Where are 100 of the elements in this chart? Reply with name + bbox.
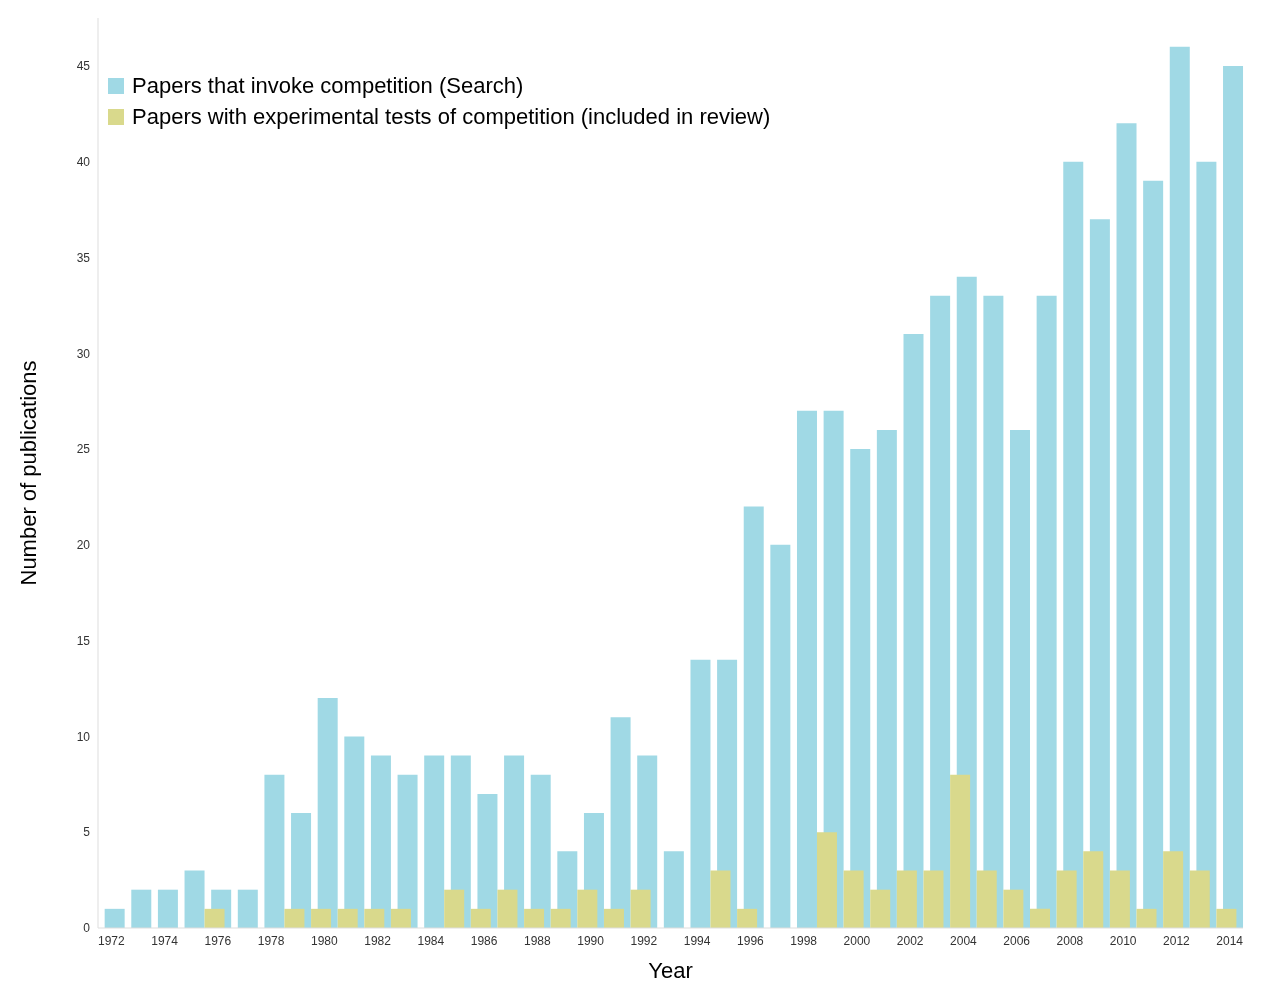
y-tick-label: 20 bbox=[76, 538, 91, 553]
bar bbox=[663, 851, 684, 928]
bar bbox=[577, 889, 598, 928]
bar bbox=[743, 506, 764, 928]
bar bbox=[896, 870, 917, 928]
bar bbox=[1083, 851, 1104, 928]
x-tick-label: 2012 bbox=[1163, 933, 1191, 948]
bar bbox=[444, 889, 465, 928]
y-axis-title: Number of publications bbox=[15, 360, 41, 586]
bar bbox=[1169, 46, 1190, 928]
y-tick-label: 0 bbox=[83, 921, 91, 936]
bar bbox=[337, 908, 358, 928]
bar bbox=[237, 889, 258, 928]
bar bbox=[364, 908, 385, 928]
bar bbox=[157, 889, 178, 928]
y-tick-label: 10 bbox=[76, 729, 91, 744]
bar bbox=[390, 908, 411, 928]
bar bbox=[284, 908, 305, 928]
bar bbox=[184, 870, 205, 928]
bar bbox=[550, 908, 571, 928]
bar bbox=[1196, 161, 1217, 928]
bar bbox=[603, 908, 624, 928]
x-tick-label: 1994 bbox=[683, 933, 711, 948]
x-tick-label: 1974 bbox=[151, 933, 179, 948]
bar bbox=[1136, 908, 1157, 928]
bar bbox=[876, 429, 897, 928]
bar bbox=[690, 659, 711, 928]
bar bbox=[870, 889, 891, 928]
x-tick-label: 2006 bbox=[1003, 933, 1031, 948]
bar bbox=[610, 717, 631, 928]
x-tick-label: 1972 bbox=[97, 933, 125, 948]
bar bbox=[930, 295, 951, 928]
bar bbox=[1063, 161, 1084, 928]
y-tick-label: 5 bbox=[83, 825, 91, 840]
x-tick-label: 1982 bbox=[364, 933, 392, 948]
bar bbox=[131, 889, 152, 928]
bar bbox=[950, 774, 971, 928]
y-tick-label: 15 bbox=[76, 633, 91, 648]
bar bbox=[524, 908, 545, 928]
bar bbox=[497, 889, 518, 928]
bar bbox=[1010, 429, 1031, 928]
bar bbox=[397, 774, 418, 928]
bar bbox=[630, 889, 651, 928]
bar bbox=[470, 908, 491, 928]
bar bbox=[204, 908, 225, 928]
bar bbox=[1109, 870, 1130, 928]
y-tick-label: 30 bbox=[76, 346, 91, 361]
x-tick-label: 1990 bbox=[577, 933, 605, 948]
bar bbox=[770, 544, 791, 928]
y-tick-label: 25 bbox=[76, 442, 91, 457]
bar bbox=[1223, 65, 1244, 928]
x-tick-label: 1998 bbox=[790, 933, 818, 948]
bar bbox=[710, 870, 731, 928]
x-tick-label: 1996 bbox=[737, 933, 765, 948]
bar bbox=[983, 295, 1004, 928]
y-tick-label: 40 bbox=[76, 154, 91, 169]
x-tick-label: 1980 bbox=[310, 933, 339, 948]
x-tick-label: 2002 bbox=[896, 933, 924, 948]
x-tick-label: 1986 bbox=[470, 933, 498, 948]
bar bbox=[311, 908, 332, 928]
legend-label: Papers with experimental tests of competition (included in review) bbox=[132, 103, 771, 130]
x-tick-label: 2014 bbox=[1216, 933, 1244, 948]
bar bbox=[370, 755, 391, 928]
bar bbox=[317, 698, 338, 928]
bar bbox=[1216, 908, 1237, 928]
x-tick-label: 2004 bbox=[950, 933, 978, 948]
bar bbox=[1056, 870, 1077, 928]
bar bbox=[1163, 851, 1184, 928]
x-tick-label: 1984 bbox=[417, 933, 445, 948]
bar bbox=[264, 774, 285, 928]
y-tick-label: 45 bbox=[76, 59, 91, 74]
bar bbox=[1089, 219, 1110, 928]
bar bbox=[1116, 123, 1137, 928]
bar bbox=[1003, 889, 1024, 928]
bar bbox=[923, 870, 944, 928]
bar bbox=[903, 334, 924, 928]
bar bbox=[530, 774, 551, 928]
bar bbox=[737, 908, 758, 928]
bar bbox=[1030, 908, 1051, 928]
bar bbox=[104, 908, 125, 928]
legend-label: Papers that invoke competition (Search) bbox=[132, 72, 524, 99]
x-tick-label: 1992 bbox=[630, 933, 658, 948]
bar bbox=[796, 410, 817, 928]
x-tick-label: 2010 bbox=[1109, 933, 1137, 948]
bar bbox=[1143, 180, 1164, 928]
x-tick-label: 1976 bbox=[204, 933, 232, 948]
x-tick-label: 2000 bbox=[843, 933, 871, 948]
x-tick-label: 2008 bbox=[1056, 933, 1084, 948]
bar bbox=[816, 832, 837, 928]
bar bbox=[344, 736, 365, 928]
bar bbox=[1036, 295, 1057, 928]
x-tick-label: 1988 bbox=[524, 933, 552, 948]
y-tick-label: 35 bbox=[76, 250, 91, 265]
bar bbox=[976, 870, 997, 928]
x-tick-label: 1978 bbox=[257, 933, 285, 948]
bar bbox=[843, 870, 864, 928]
x-axis-title: Year bbox=[648, 958, 693, 983]
bar bbox=[850, 449, 871, 928]
bar bbox=[1189, 870, 1210, 928]
bar bbox=[424, 755, 445, 928]
